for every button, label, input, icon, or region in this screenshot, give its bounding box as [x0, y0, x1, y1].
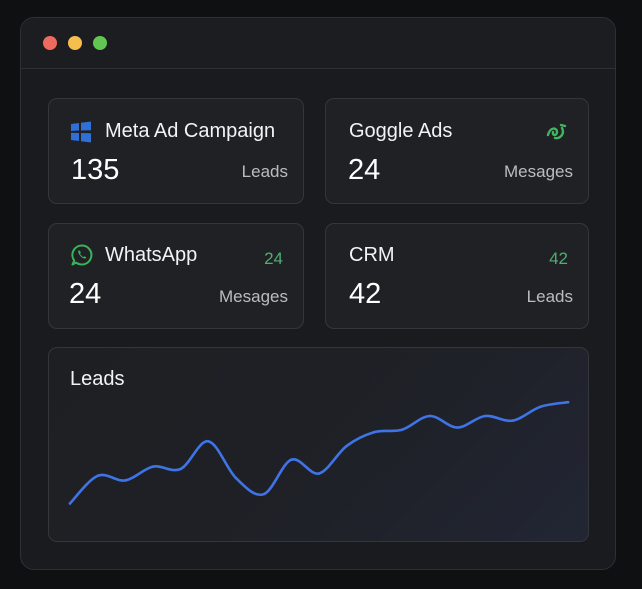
card-unit: Leads — [526, 287, 573, 306]
card-unit: Leads — [241, 162, 288, 181]
card-badge: 42 — [549, 249, 568, 268]
meta-ad-campaign-card[interactable]: Meta Ad Campaign 135 Leads — [48, 98, 304, 204]
card-unit: Mesages — [504, 162, 573, 181]
leads-data-point-10 — [345, 444, 349, 448]
leads-data-point-5 — [207, 440, 210, 443]
leads-data-point-11 — [373, 430, 376, 434]
card-value: 24 — [348, 154, 381, 186]
crm-card[interactable]: CRM 42 42 Leads — [325, 223, 589, 329]
leads-data-point-8 — [290, 458, 293, 461]
card-title: Goggle Ads — [349, 120, 453, 142]
leads-data-point-18 — [566, 400, 570, 404]
chart-title: Leads — [70, 368, 125, 390]
google-ads-icon — [546, 123, 567, 140]
title-bar — [21, 18, 615, 69]
leads-data-point-13 — [428, 414, 432, 418]
card-title: WhatsApp — [105, 244, 198, 266]
close-window-button[interactable] — [43, 36, 57, 50]
card-badge: 24 — [264, 249, 283, 268]
leads-data-point-4 — [179, 467, 182, 471]
leads-line-chart — [68, 400, 570, 505]
leads-data-point-16 — [511, 419, 514, 422]
card-value: 135 — [71, 154, 120, 186]
leads-series-line — [68, 400, 570, 505]
leads-data-point-6 — [234, 476, 238, 480]
whatsapp-card[interactable]: WhatsApp 24 24 Mesages — [48, 223, 304, 329]
leads-data-point-9 — [317, 472, 321, 475]
app-window: Meta Ad Campaign 135 Leads Goggle Ads 24… — [20, 17, 616, 570]
card-value: 24 — [69, 278, 102, 310]
maximize-window-button[interactable] — [93, 36, 107, 50]
leads-data-point-15 — [483, 414, 487, 418]
leads-data-point-7 — [262, 492, 265, 496]
card-title: CRM — [349, 244, 395, 266]
leads-data-point-1 — [96, 474, 99, 478]
leads-data-point-2 — [124, 479, 127, 482]
leads-data-point-0 — [68, 502, 72, 505]
card-unit: Mesages — [219, 287, 288, 306]
leads-data-point-3 — [151, 465, 155, 468]
leads-data-point-17 — [539, 405, 542, 409]
card-value: 42 — [349, 278, 382, 310]
google-ads-card[interactable]: Goggle Ads 24 Mesages — [325, 98, 589, 204]
card-title: Meta Ad Campaign — [105, 120, 276, 142]
whatsapp-icon — [71, 244, 93, 266]
leads-data-point-14 — [456, 426, 459, 429]
minimize-window-button[interactable] — [68, 36, 82, 50]
meta-grid-icon — [71, 121, 91, 143]
leads-data-point-12 — [400, 428, 404, 432]
leads-chart-card: Leads — [48, 347, 589, 542]
